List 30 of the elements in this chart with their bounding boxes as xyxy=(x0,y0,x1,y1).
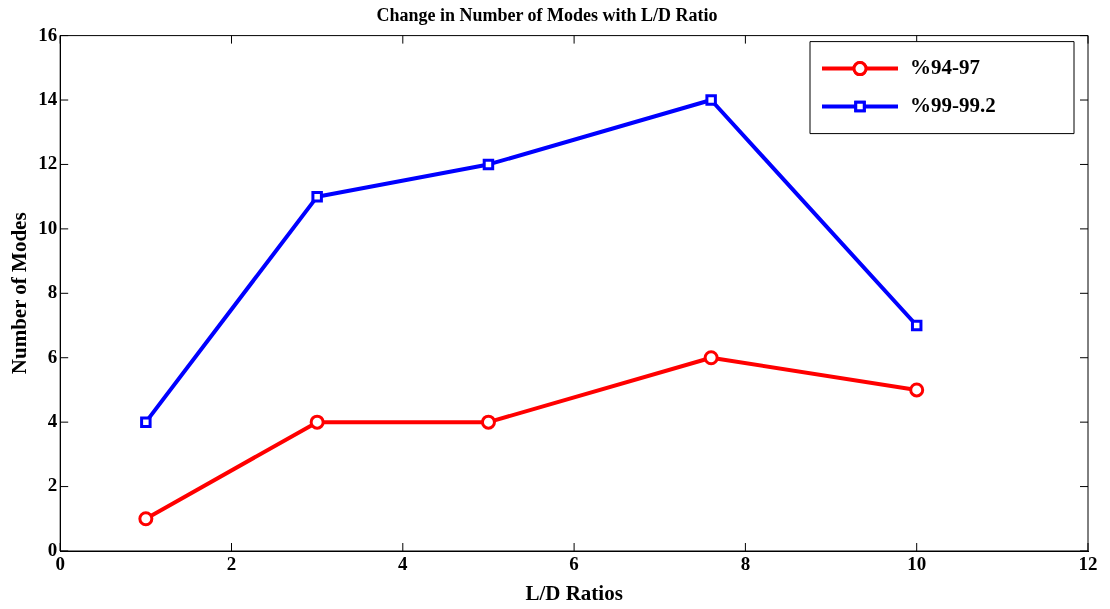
point xyxy=(138,511,154,527)
x-tick-label: 8 xyxy=(740,553,751,575)
point xyxy=(482,158,495,171)
x-tick-label: 10 xyxy=(907,553,927,575)
point xyxy=(910,319,923,332)
y-tick-label: 8 xyxy=(47,281,58,303)
y-tick-label: 6 xyxy=(47,345,58,367)
point xyxy=(309,414,325,430)
point xyxy=(705,94,717,106)
x-tick-label: 4 xyxy=(398,553,409,575)
legend-label: %94-97 xyxy=(910,55,980,80)
point xyxy=(140,416,152,428)
y-tick-label: 4 xyxy=(47,410,58,432)
y-tick-label: 0 xyxy=(47,538,58,560)
y-tick-label: 16 xyxy=(38,23,58,45)
chart-title: Change in Number of Modes with L/D Ratio xyxy=(376,5,718,26)
x-tick-label: 12 xyxy=(1078,553,1098,575)
y-tick-label: 2 xyxy=(47,474,58,496)
point xyxy=(909,382,925,398)
legend-label: %99-99.2 xyxy=(910,93,996,118)
x-axis-title: L/D Ratios xyxy=(525,580,623,605)
y-tick-label: 10 xyxy=(38,216,58,238)
y-axis-title: Number of Modes xyxy=(7,212,32,375)
point xyxy=(311,190,323,203)
y-tick-label: 14 xyxy=(38,87,58,109)
point xyxy=(703,350,719,366)
x-tick-label: 6 xyxy=(569,553,579,575)
x-tick-label: 2 xyxy=(226,553,237,575)
y-tick-label: 12 xyxy=(38,152,58,174)
point xyxy=(480,414,496,430)
